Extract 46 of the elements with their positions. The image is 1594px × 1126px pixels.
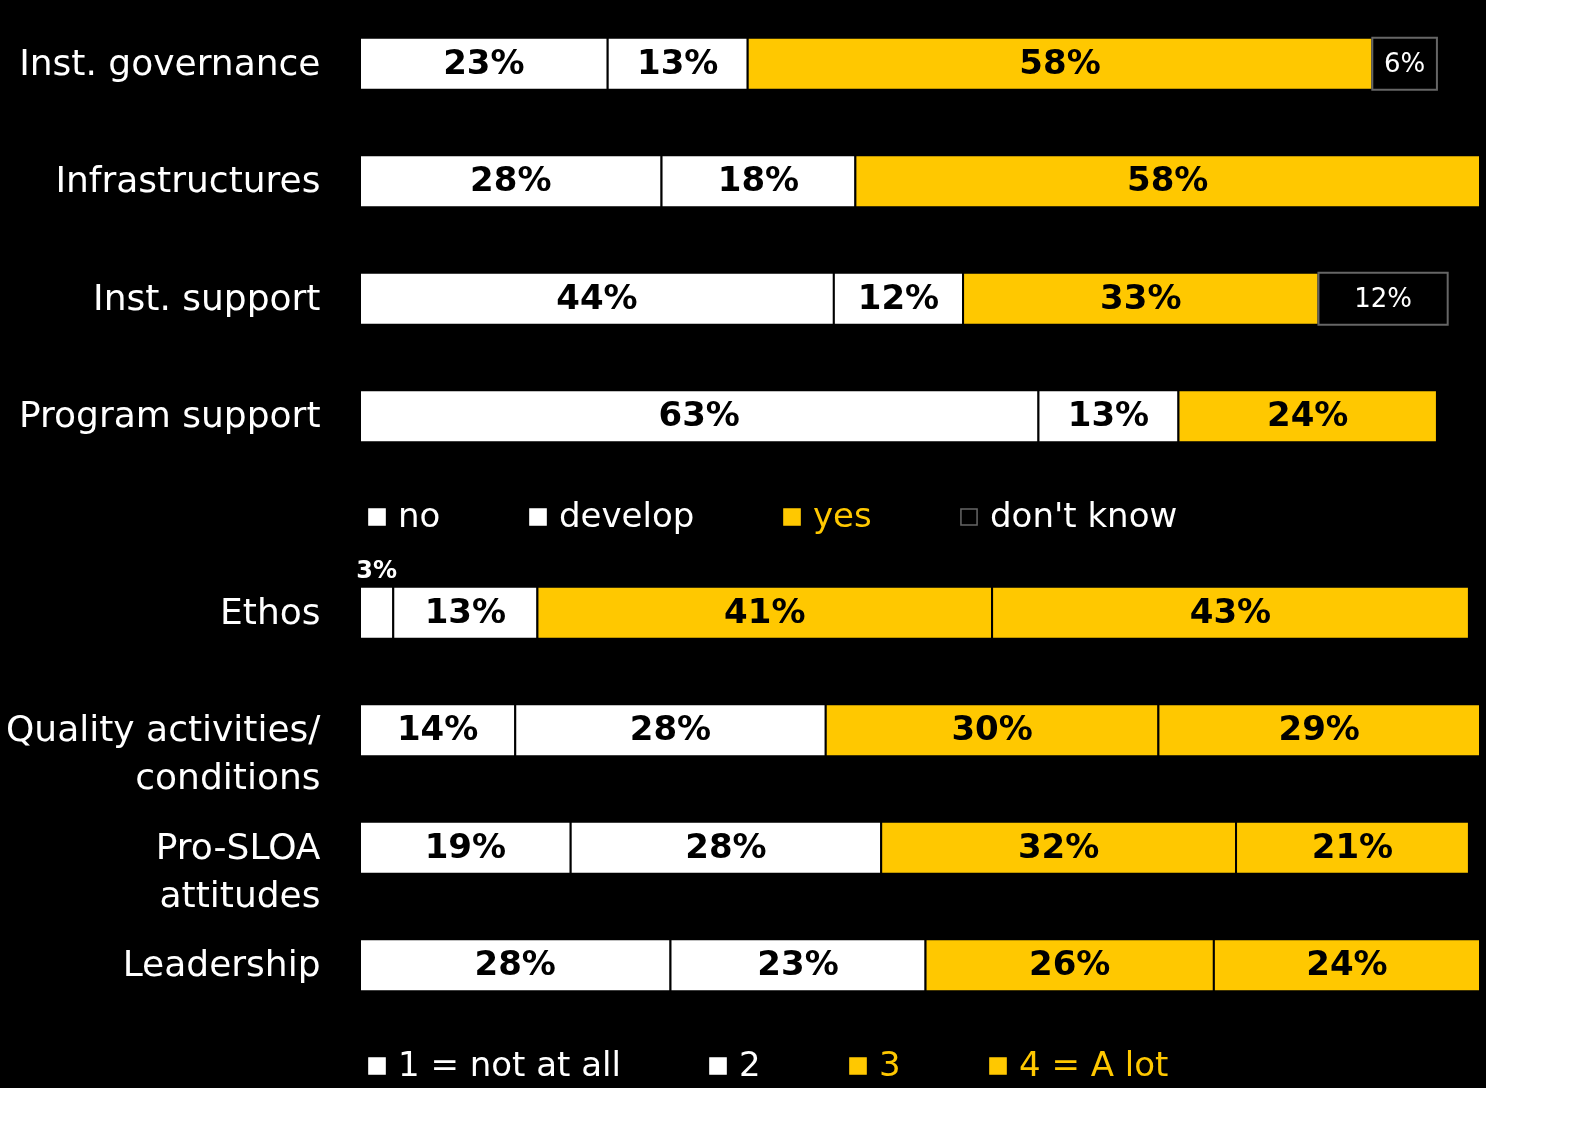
y-tick-label: Infrastructures xyxy=(55,159,321,201)
data-label: 13% xyxy=(1067,394,1150,435)
data-label: 18% xyxy=(717,159,800,200)
y-tick-label: Program support xyxy=(18,394,321,436)
data-label: 28% xyxy=(629,708,712,749)
legend-label: develop xyxy=(559,495,695,535)
data-label: 63% xyxy=(658,394,740,435)
data-label: 43% xyxy=(1189,590,1272,631)
data-label: 44% xyxy=(556,276,638,317)
y-tick-label: Ethos xyxy=(220,590,321,632)
y-tick-label: Leadership xyxy=(122,943,321,985)
data-label: 41% xyxy=(724,590,806,631)
data-label: 28% xyxy=(474,943,556,984)
data-label: 32% xyxy=(1017,825,1100,866)
y-tick-label: Quality activities/ conditions xyxy=(5,708,322,798)
data-label: 28% xyxy=(685,825,767,866)
data-label: 6% xyxy=(1383,47,1426,78)
data-label: 24% xyxy=(1267,394,1349,435)
data-label: 12% xyxy=(1354,282,1412,313)
data-label: 13% xyxy=(424,590,507,631)
legend-label: 3 xyxy=(879,1044,901,1084)
y-tick-label: Pro-SLOA attitudes xyxy=(155,825,321,915)
legend-label: yes xyxy=(813,495,872,535)
data-label: 30% xyxy=(951,708,1033,749)
data-label: 33% xyxy=(1100,276,1182,317)
legend-label: no xyxy=(398,495,441,535)
data-label: 13% xyxy=(637,41,719,82)
data-label: 58% xyxy=(1019,41,1101,82)
legend-label: 1 = not at all xyxy=(398,1044,621,1084)
y-tick-label: Inst. governance xyxy=(19,41,321,83)
legend-label: 4 = A lot xyxy=(1019,1044,1169,1084)
data-label: 21% xyxy=(1311,825,1394,866)
data-label: 29% xyxy=(1278,708,1360,749)
data-label: 23% xyxy=(757,943,839,984)
legend-label: don't know xyxy=(990,495,1178,535)
data-label: 19% xyxy=(424,825,507,866)
y-tick-label: Inst. support xyxy=(93,276,321,318)
data-label: 58% xyxy=(1127,159,1209,200)
data-label: 3% xyxy=(356,555,398,584)
data-label: 14% xyxy=(396,708,479,749)
legend-label: 2 xyxy=(739,1044,761,1084)
data-label: 28% xyxy=(470,159,552,200)
data-label: 26% xyxy=(1029,943,1111,984)
data-label: 12% xyxy=(857,276,940,317)
data-label: 24% xyxy=(1306,943,1388,984)
data-label: 23% xyxy=(443,41,525,82)
